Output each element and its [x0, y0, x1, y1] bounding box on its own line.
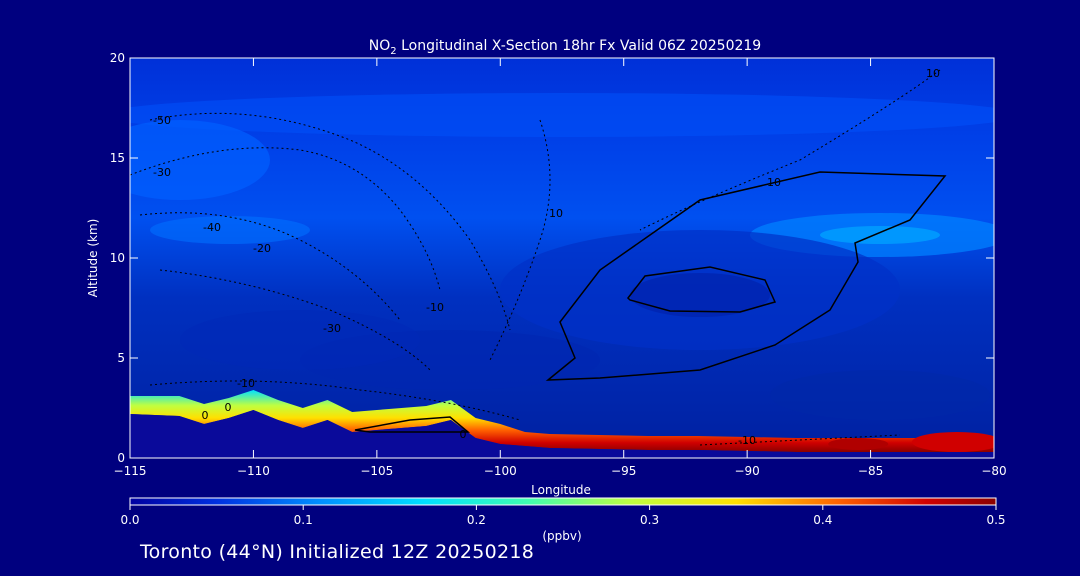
y-tick-label: 0	[117, 451, 125, 465]
contour-label: -10	[426, 301, 444, 314]
contour-dotted-6	[639, 69, 941, 231]
colorbar-unit-label: (ppbv)	[542, 529, 581, 543]
colorbar-tick-label: 0.3	[640, 513, 659, 527]
surface-high-concentration-band	[130, 390, 994, 452]
x-axis: −115 −110 −105 −100 −95 −90 −85 −80	[114, 58, 1007, 478]
x-tick-label: −110	[237, 464, 270, 478]
colorbar-ticks: 0.0 0.1 0.2 0.3 0.4 0.5	[120, 505, 1006, 527]
x-tick-label: −90	[734, 464, 759, 478]
colorbar-tick-label: 0.2	[467, 513, 486, 527]
contour-label: 0	[460, 428, 467, 441]
eastern-hotspot	[911, 432, 994, 452]
contour-dotted-1	[130, 147, 441, 291]
contour-zero-closed	[545, 171, 947, 381]
colorbar-tick-label: 0.4	[813, 513, 832, 527]
contour-dotted-8	[699, 434, 901, 446]
y-axis: 0 5 10 15 20	[110, 51, 994, 465]
x-tick-label: −115	[114, 464, 147, 478]
contour-label: -10	[738, 434, 756, 447]
x-tick-label: −95	[611, 464, 636, 478]
contour-label: -50	[153, 114, 171, 127]
y-tick-label: 10	[110, 251, 125, 265]
contour-label: 0	[225, 401, 232, 414]
colorbar-tick-label: 0.0	[120, 513, 139, 527]
colorbar	[129, 497, 997, 506]
contour-dotted-7	[149, 380, 521, 421]
contour-label: -20	[253, 242, 271, 255]
y-axis-label: Altitude (km)	[86, 219, 100, 298]
x-tick-label: −100	[484, 464, 517, 478]
contour-dotted-5	[489, 119, 551, 361]
chart-title: NO2 Longitudinal X-Section 18hr Fx Valid…	[369, 38, 761, 57]
y-tick-label: 15	[110, 151, 125, 165]
contour-label: -30	[153, 166, 171, 179]
contour-label: -10	[237, 377, 255, 390]
contour-dotted-3	[139, 212, 401, 321]
colorbar-tick-label: 0.1	[294, 513, 313, 527]
colorbar-tick-label: 0.5	[986, 513, 1005, 527]
contour-label: -30	[323, 322, 341, 335]
terrain	[130, 410, 994, 458]
eastern-hotspot-2	[828, 438, 889, 450]
temperature-contours	[130, 69, 947, 446]
x-tick-label: −80	[981, 464, 1006, 478]
contour-label: 0	[202, 409, 209, 422]
surface-pollution-layer	[130, 390, 994, 458]
footer-caption: Toronto (44°N) Initialized 12Z 20250218	[140, 541, 535, 563]
contour-label: 10	[926, 67, 940, 80]
y-tick-label: 5	[117, 351, 125, 365]
contour-surface-closed	[354, 416, 471, 433]
y-tick-label: 20	[110, 51, 125, 65]
contour-label: -40	[203, 221, 221, 234]
contour-inner-closed	[627, 266, 777, 313]
contour-dotted-2	[149, 112, 511, 331]
contour-labels: -50 -30 -40 -30 -20 -10 -10 0 0 0 10 10 10 -10	[153, 67, 940, 447]
concentration-field	[130, 58, 994, 458]
x-axis-label: Longitude	[531, 483, 591, 497]
contour-label: 10	[767, 176, 781, 189]
x-tick-label: −105	[360, 464, 393, 478]
x-tick-label: −85	[858, 464, 883, 478]
contour-label: 10	[549, 207, 563, 220]
